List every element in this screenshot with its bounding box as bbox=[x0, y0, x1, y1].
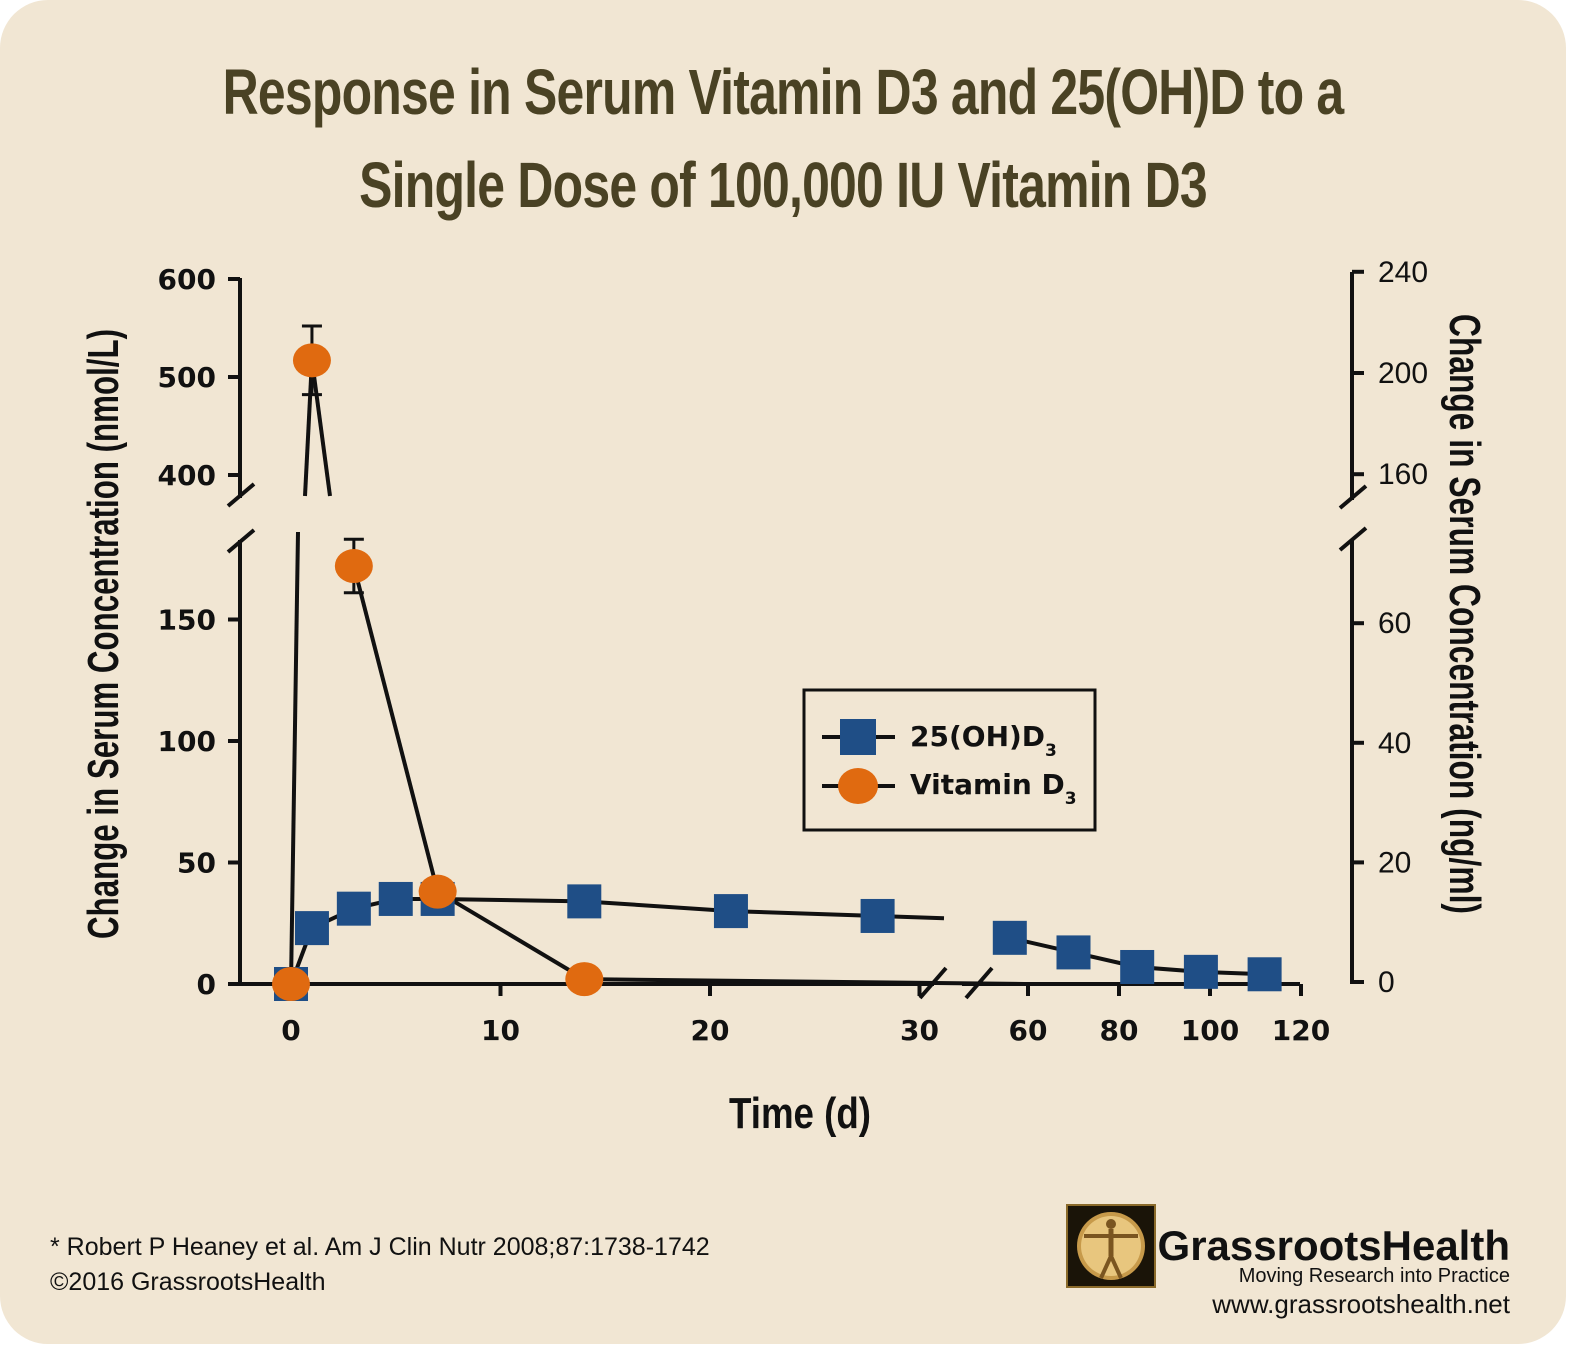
copyright-text: ©2016 GrassrootsHealth bbox=[50, 1268, 326, 1296]
legend-label-vitamin-d3-main: Vitamin D bbox=[910, 768, 1065, 801]
legend-box bbox=[802, 688, 1097, 832]
25ohd3-line-segment bbox=[584, 899, 732, 914]
legend-label-25ohd3: 25(OH)D3 bbox=[910, 720, 1057, 761]
vitamin-d3-line-segment bbox=[309, 360, 332, 497]
legend: 25(OH)D3 Vitamin D3 bbox=[802, 688, 1097, 832]
legend-label-vitamin-d3: Vitamin D3 bbox=[910, 768, 1077, 809]
x-tick-label: 0 bbox=[281, 1014, 300, 1047]
legend-label-vitamin-d3-sub: 3 bbox=[1065, 789, 1077, 809]
vitamin-d3-line-baseline bbox=[584, 977, 1025, 986]
y-axis-right-break-bottom bbox=[1338, 526, 1368, 552]
y-right-tick-label: 240 bbox=[1378, 256, 1428, 289]
legend-marker-square bbox=[840, 719, 876, 755]
chart-area: 0 50 100 150 400 500 600 0 20 40 60 160 200 240 0 10 20 3… bbox=[79, 256, 1489, 1138]
25ohd3-data-point bbox=[378, 881, 413, 916]
legend-label-25ohd3-main: 25(OH)D bbox=[910, 720, 1045, 753]
25ohd3-data-point bbox=[1120, 949, 1155, 984]
vitamin-d3-data-point bbox=[565, 962, 604, 997]
vitamin-d3-data-point bbox=[334, 549, 373, 584]
vitamin-d3-line-segment bbox=[436, 889, 586, 981]
series-lines bbox=[289, 360, 1265, 986]
y-right-tick-label: 0 bbox=[1378, 966, 1395, 999]
y-axis-left-break-top bbox=[226, 482, 256, 508]
vitamin-d3-line-segment bbox=[351, 565, 440, 893]
x-tick-label: 30 bbox=[900, 1014, 939, 1047]
x-tick-label: 60 bbox=[1009, 1014, 1048, 1047]
y-left-tick-label: 50 bbox=[177, 847, 216, 880]
x-tick-label: 80 bbox=[1100, 1014, 1139, 1047]
y-axis-left-break-bottom bbox=[226, 528, 256, 554]
25ohd3-data-point bbox=[567, 884, 602, 919]
citation-text: * Robert P Heaney et al. Am J Clin Nutr … bbox=[50, 1233, 710, 1261]
vitamin-d3-line-segment bbox=[289, 531, 300, 985]
vitruvian-figure-icon bbox=[1077, 1212, 1145, 1280]
25ohd3-data-point bbox=[992, 920, 1027, 955]
chart-title-line-1: Response in Serum Vitamin D3 and 25(OH)D… bbox=[222, 56, 1344, 128]
brand-url[interactable]: www.grassrootshealth.net bbox=[1212, 1289, 1510, 1319]
y-right-tick-label: 20 bbox=[1378, 846, 1411, 879]
vitamin-d3-data-point bbox=[292, 343, 331, 378]
legend-label-25ohd3-sub: 3 bbox=[1045, 741, 1057, 761]
y-right-tick-label: 60 bbox=[1378, 607, 1411, 640]
y-axis-left-title: Change in Serum Concentration (nmol/L) bbox=[79, 329, 128, 939]
vitamin-d3-data-point bbox=[272, 967, 310, 1001]
axes: 0 50 100 150 400 500 600 0 20 40 60 160 200 240 0 10 20 3… bbox=[158, 256, 1429, 1047]
y-right-tick-label: 200 bbox=[1378, 357, 1428, 390]
25ohd3-data-point bbox=[1056, 935, 1091, 970]
25ohd3-data-point bbox=[713, 894, 748, 929]
y-right-tick-label: 40 bbox=[1378, 727, 1411, 760]
25ohd3-line-segment bbox=[730, 909, 878, 918]
y-left-tick-label: 0 bbox=[197, 968, 216, 1001]
x-tick-label: 20 bbox=[691, 1014, 730, 1047]
25ohd3-data-point bbox=[1183, 954, 1218, 989]
brand-name: GrassrootsHealth bbox=[1157, 1222, 1510, 1269]
x-tick-label: 100 bbox=[1181, 1014, 1239, 1047]
vitamin-d3-data-point bbox=[418, 874, 457, 909]
y-left-tick-label: 100 bbox=[158, 725, 216, 758]
x-tick-label: 10 bbox=[481, 1014, 520, 1047]
chart-title-line-2: Single Dose of 100,000 IU Vitamin D3 bbox=[359, 149, 1207, 221]
25ohd3-data-point bbox=[1247, 957, 1282, 992]
x-tick-label: 120 bbox=[1272, 1014, 1330, 1047]
data-markers bbox=[272, 343, 1282, 1001]
infographic-card: Response in Serum Vitamin D3 and 25(OH)D… bbox=[0, 0, 1566, 1344]
25ohd3-data-point bbox=[294, 911, 329, 946]
25ohd3-data-point bbox=[336, 891, 371, 926]
y-left-tick-label: 400 bbox=[158, 459, 216, 492]
legend-marker-circle bbox=[838, 768, 878, 804]
y-left-tick-label: 600 bbox=[158, 263, 216, 296]
y-left-tick-label: 500 bbox=[158, 361, 216, 394]
25ohd3-line-segment bbox=[437, 896, 585, 904]
y-axis-right-break-top bbox=[1338, 484, 1368, 510]
x-axis-title: Time (d) bbox=[729, 1089, 871, 1138]
brand-logo bbox=[1066, 1204, 1156, 1288]
y-right-tick-label: 160 bbox=[1378, 458, 1428, 491]
25ohd3-data-point bbox=[860, 898, 895, 933]
y-axis-right-title: Change in Serum Concentration (ng/ml) bbox=[1440, 314, 1489, 914]
y-left-tick-label: 150 bbox=[158, 604, 216, 637]
brand-tagline: Moving Research into Practice bbox=[1238, 1265, 1510, 1287]
